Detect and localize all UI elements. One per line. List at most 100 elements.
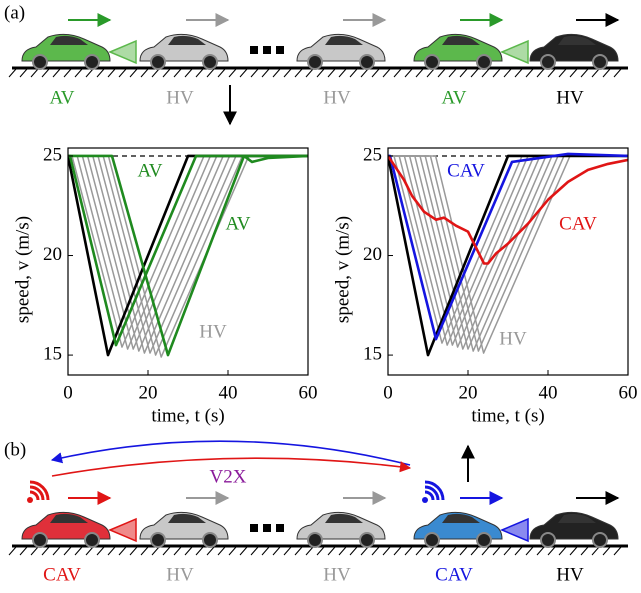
road-hatch bbox=[261, 68, 270, 78]
road-hatch bbox=[140, 546, 149, 556]
car bbox=[529, 511, 619, 548]
road-hatch bbox=[492, 68, 501, 78]
road-hatch bbox=[52, 68, 61, 78]
wifi-arc bbox=[424, 480, 445, 501]
car-body bbox=[413, 511, 503, 540]
road-hatch bbox=[558, 546, 567, 556]
y-tick-label: 15 bbox=[43, 343, 62, 364]
vehicle-label: HV bbox=[323, 87, 351, 108]
car-body bbox=[413, 33, 503, 62]
annotation: AV bbox=[226, 213, 251, 234]
plot-frame bbox=[387, 147, 629, 376]
y-tick-label: 20 bbox=[363, 244, 382, 265]
car bbox=[296, 511, 386, 548]
panel-label: (b) bbox=[4, 439, 26, 460]
road-hatch bbox=[437, 68, 446, 78]
car bbox=[413, 511, 503, 548]
car bbox=[529, 33, 619, 70]
annotation: AV bbox=[138, 160, 163, 181]
v2x-label: V2X bbox=[210, 466, 247, 487]
wifi-dot bbox=[27, 497, 33, 503]
x-tick-label: 40 bbox=[219, 382, 238, 403]
sensor-cone bbox=[108, 39, 137, 65]
road-hatch bbox=[481, 546, 490, 556]
car-body bbox=[529, 511, 619, 540]
road-hatch bbox=[503, 68, 512, 78]
road-hatch bbox=[272, 68, 281, 78]
road-hatch bbox=[547, 546, 556, 556]
road-hatch bbox=[217, 68, 226, 78]
road-hatch bbox=[129, 546, 138, 556]
car-window bbox=[50, 513, 88, 523]
wheel bbox=[476, 532, 492, 548]
road-hatch bbox=[206, 68, 215, 78]
plot-frame bbox=[67, 147, 309, 376]
car-window bbox=[558, 35, 596, 45]
road-hatch bbox=[547, 68, 556, 78]
road-hatch bbox=[448, 546, 457, 556]
car-body bbox=[21, 511, 111, 540]
road-hatch bbox=[327, 546, 336, 556]
road-hatch bbox=[239, 68, 248, 78]
road-hatch bbox=[151, 546, 160, 556]
road-hatch bbox=[294, 546, 303, 556]
road-hatch bbox=[536, 546, 545, 556]
road-hatch bbox=[272, 546, 281, 556]
road-hatch bbox=[184, 68, 193, 78]
wifi-arc bbox=[424, 485, 440, 501]
vehicle-label: HV bbox=[166, 87, 194, 108]
car-body bbox=[139, 33, 229, 62]
wheel bbox=[540, 532, 556, 548]
wifi-dot bbox=[422, 497, 428, 503]
car-window bbox=[442, 513, 480, 523]
car bbox=[139, 511, 229, 548]
speed-line bbox=[388, 155, 628, 265]
road-hatch bbox=[514, 68, 523, 78]
road-hatch bbox=[118, 546, 127, 556]
road-hatch bbox=[591, 68, 600, 78]
car bbox=[21, 33, 111, 70]
vehicle-label: HV bbox=[323, 564, 351, 585]
road-hatch bbox=[184, 546, 193, 556]
x-tick-label: 20 bbox=[459, 382, 478, 403]
speed-line bbox=[68, 155, 308, 356]
car-body bbox=[296, 511, 386, 540]
wheel bbox=[592, 54, 608, 70]
road-hatch bbox=[19, 546, 28, 556]
ellipsis bbox=[276, 46, 284, 54]
road-hatch bbox=[393, 546, 402, 556]
road-hatch bbox=[426, 68, 435, 78]
x-tick-label: 0 bbox=[383, 382, 393, 403]
wifi-arc bbox=[29, 490, 40, 501]
y-tick-label: 25 bbox=[363, 144, 382, 165]
road-hatch bbox=[96, 68, 105, 78]
road-hatch bbox=[349, 546, 358, 556]
wheel bbox=[359, 54, 375, 70]
road-hatch bbox=[52, 546, 61, 556]
road-hatch bbox=[294, 68, 303, 78]
road-hatch bbox=[459, 546, 468, 556]
road-hatch bbox=[514, 546, 523, 556]
x-axis-label: time, t (s) bbox=[151, 405, 224, 426]
vehicle-label: HV bbox=[556, 564, 584, 585]
road-hatch bbox=[195, 68, 204, 78]
wheel bbox=[359, 532, 375, 548]
road-hatch bbox=[415, 68, 424, 78]
road-hatch bbox=[525, 546, 534, 556]
x-tick-label: 40 bbox=[539, 382, 558, 403]
wheel bbox=[476, 54, 492, 70]
car-window bbox=[50, 35, 88, 45]
x-tick-label: 60 bbox=[619, 382, 638, 403]
car bbox=[139, 33, 229, 70]
road-hatch bbox=[437, 546, 446, 556]
car-window bbox=[558, 513, 596, 523]
car-window bbox=[168, 513, 206, 523]
road-hatch bbox=[492, 546, 501, 556]
x-tick-label: 20 bbox=[139, 382, 158, 403]
road-hatch bbox=[415, 546, 424, 556]
road-hatch bbox=[250, 68, 259, 78]
annotation: HV bbox=[499, 328, 527, 349]
wheel bbox=[202, 532, 218, 548]
car-window bbox=[168, 35, 206, 45]
sensor-cone bbox=[500, 39, 529, 65]
